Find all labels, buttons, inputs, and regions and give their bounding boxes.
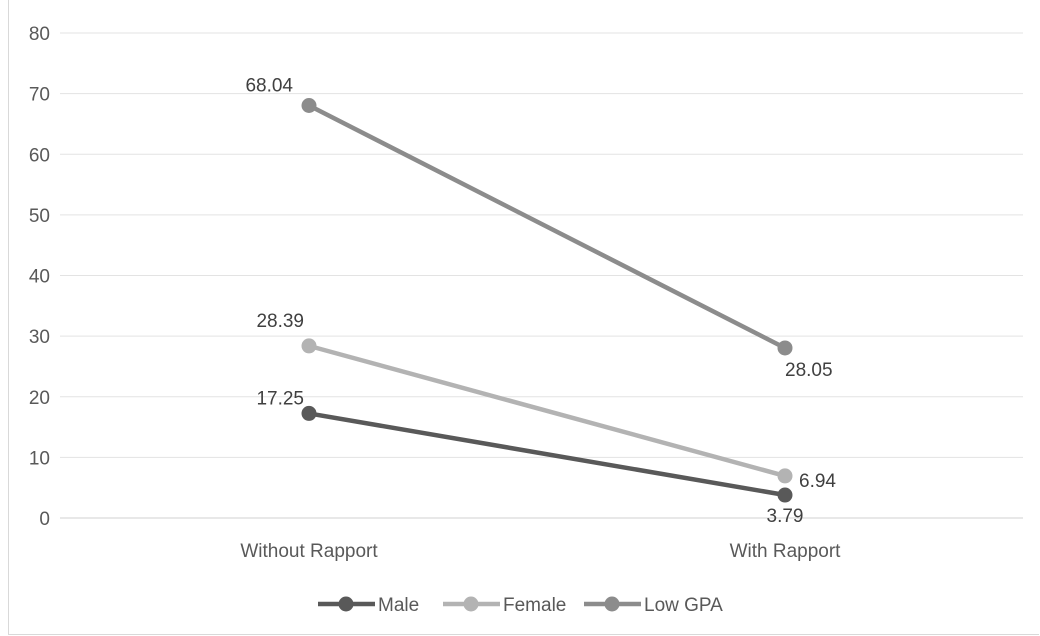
data-point-female <box>301 338 317 354</box>
series-line-female <box>306 343 788 479</box>
legend-label: Female <box>503 595 566 616</box>
series <box>301 98 793 503</box>
data-label: 6.94 <box>799 471 836 492</box>
data-point-low-gpa <box>777 340 793 356</box>
data-label: 28.05 <box>785 360 833 381</box>
x-tick-label: Without Rapport <box>240 541 378 562</box>
data-label: 28.39 <box>256 311 304 332</box>
legend-label: Male <box>378 595 419 616</box>
y-tick-label: 10 <box>29 448 50 469</box>
y-tick-label: 80 <box>29 24 50 45</box>
y-axis: 0 10 20 30 40 50 60 70 80 <box>29 24 50 530</box>
y-tick-label: 0 <box>39 509 50 530</box>
data-label: 17.25 <box>256 388 304 409</box>
gridlines <box>60 32 1023 519</box>
data-point-male <box>777 487 793 503</box>
x-tick-label: With Rapport <box>730 541 842 562</box>
y-tick-label: 50 <box>29 206 50 227</box>
legend: Male Female Low GPA <box>318 595 723 616</box>
y-tick-label: 70 <box>29 85 50 106</box>
y-tick-label: 20 <box>29 388 50 409</box>
data-point-male <box>301 405 317 421</box>
series-line-low-gpa <box>306 103 788 351</box>
x-axis: Without Rapport With Rapport <box>240 541 841 562</box>
data-label: 68.04 <box>245 76 293 97</box>
series-line-male <box>306 411 788 498</box>
data-point-female <box>777 468 793 484</box>
chart-frame <box>8 0 1039 635</box>
legend-swatch-marker <box>338 596 354 612</box>
data-labels: 68.04 28.05 28.39 6.94 17.25 3.79 <box>245 76 836 528</box>
legend-swatch-marker <box>463 596 479 612</box>
legend-label: Low GPA <box>644 595 723 616</box>
y-tick-label: 40 <box>29 267 50 288</box>
data-point-low-gpa <box>301 98 317 114</box>
data-label: 3.79 <box>767 506 804 527</box>
y-tick-label: 60 <box>29 145 50 166</box>
legend-swatch-marker <box>604 596 620 612</box>
y-tick-label: 30 <box>29 327 50 348</box>
